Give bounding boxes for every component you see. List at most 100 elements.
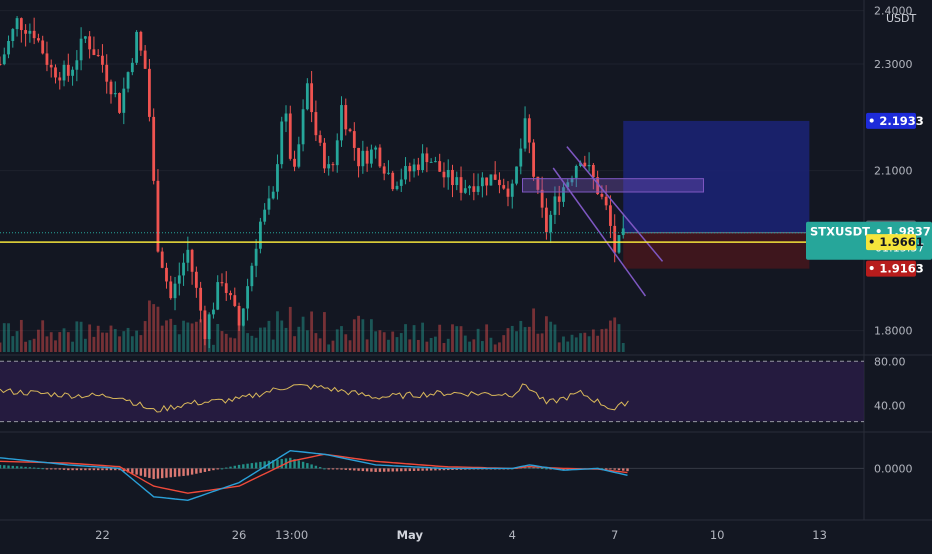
candle-body <box>139 31 143 51</box>
macd-histogram-bar <box>259 461 262 469</box>
macd-histogram-bar <box>178 468 181 477</box>
macd-histogram-bar <box>84 468 87 471</box>
candle-body <box>241 308 245 326</box>
volume-bar <box>540 333 544 352</box>
channel-lower-line[interactable] <box>552 167 647 297</box>
volume-bar <box>613 317 617 352</box>
macd-histogram-bar <box>182 468 185 476</box>
macd-histogram-bar <box>382 468 386 472</box>
candle-body <box>404 166 407 180</box>
macd-histogram-bar <box>306 463 309 469</box>
volume-bar <box>340 326 343 352</box>
candle-body <box>327 164 331 169</box>
volume-bar <box>54 340 57 352</box>
macd-histogram-bar <box>28 467 32 469</box>
target-zone[interactable] <box>623 120 810 233</box>
volume-bar <box>241 322 245 352</box>
candle-body <box>190 249 194 272</box>
volume-bar <box>66 332 70 352</box>
volume-bar <box>109 325 113 352</box>
macd-histogram-bar <box>532 467 535 469</box>
macd-histogram-bar <box>425 468 429 471</box>
candle-body <box>365 150 369 164</box>
macd-histogram-bar <box>203 468 207 472</box>
macd-histogram-bar <box>604 468 608 470</box>
macd-histogram-bar <box>528 466 531 469</box>
volume-bar <box>553 324 557 352</box>
volume-bar <box>126 327 130 352</box>
macd-pane[interactable] <box>0 449 864 502</box>
candle-body <box>11 29 15 41</box>
volume-bar <box>361 319 365 352</box>
price-labels: • 2.1933• 1.9916STXUSDT• 1.983701:15:57•… <box>806 112 932 277</box>
volume-bar <box>135 330 139 352</box>
macd-histogram-bar <box>280 458 283 469</box>
candle-body <box>540 189 544 208</box>
price-label: • 2.1933 <box>868 114 924 128</box>
candle-body <box>357 147 360 167</box>
price-label-box <box>866 260 916 277</box>
candle-body <box>455 177 459 186</box>
rectangle-drawing[interactable] <box>521 178 704 193</box>
volume-bar <box>318 338 322 352</box>
macd-line <box>0 449 628 502</box>
macd-histogram-bar <box>50 468 53 470</box>
volume-bar <box>536 333 540 352</box>
macd-histogram-bar <box>314 465 318 469</box>
price-pane[interactable] <box>0 10 864 352</box>
candle-body <box>344 105 348 130</box>
volume-bar <box>101 332 104 352</box>
volume-bar <box>19 319 23 352</box>
volume-bar <box>113 329 117 352</box>
macd-histogram-bar <box>626 468 629 472</box>
volume-bar <box>570 334 574 352</box>
candle-body <box>480 177 484 187</box>
volume-bar <box>148 300 151 352</box>
volume-bar <box>369 319 373 352</box>
volume-bar <box>28 340 32 352</box>
macd-histogram-bar <box>101 468 104 471</box>
volume-bar <box>83 338 87 352</box>
volume-bar <box>412 325 416 352</box>
candle-body <box>387 172 390 174</box>
rsi-pane[interactable] <box>0 360 864 423</box>
macd-histogram-bar <box>408 468 412 472</box>
macd-histogram-bar <box>327 468 330 470</box>
macd-histogram-bar <box>348 468 352 471</box>
candle-body <box>212 309 215 315</box>
candle-body <box>310 83 314 113</box>
volume-bar <box>476 328 480 352</box>
volume-bar <box>357 315 360 352</box>
candle-body <box>101 55 104 65</box>
macd-histogram-bar <box>79 468 83 471</box>
candle-body <box>207 314 211 340</box>
candle-body <box>96 55 100 57</box>
macd-histogram-bar <box>212 468 215 471</box>
macd-histogram-bar <box>229 466 232 469</box>
candle-body <box>92 49 96 56</box>
candle-body <box>165 267 168 282</box>
candle-body <box>109 81 113 95</box>
candle-body <box>276 164 279 192</box>
volume-bar <box>621 342 625 352</box>
macd-tick-labels: 0.0000 <box>874 462 913 475</box>
candle-body <box>600 194 604 197</box>
candle-body <box>254 248 258 266</box>
volume-bar <box>271 339 275 352</box>
macd-histogram-bar <box>378 468 382 472</box>
volume-bar <box>451 324 454 352</box>
macd-histogram-bar <box>62 468 66 470</box>
candle-body <box>412 164 416 172</box>
candle-body <box>434 161 437 163</box>
time-axis[interactable]: 22 26 13:00 May 4 7 10 13 <box>95 528 827 542</box>
volume-bar <box>182 320 185 352</box>
stop-zone[interactable] <box>623 232 810 269</box>
candle-body <box>246 286 249 309</box>
macd-histogram-bar <box>429 468 433 471</box>
volume-bar <box>527 326 531 352</box>
candle-body <box>553 196 557 215</box>
candle-body <box>24 30 28 34</box>
